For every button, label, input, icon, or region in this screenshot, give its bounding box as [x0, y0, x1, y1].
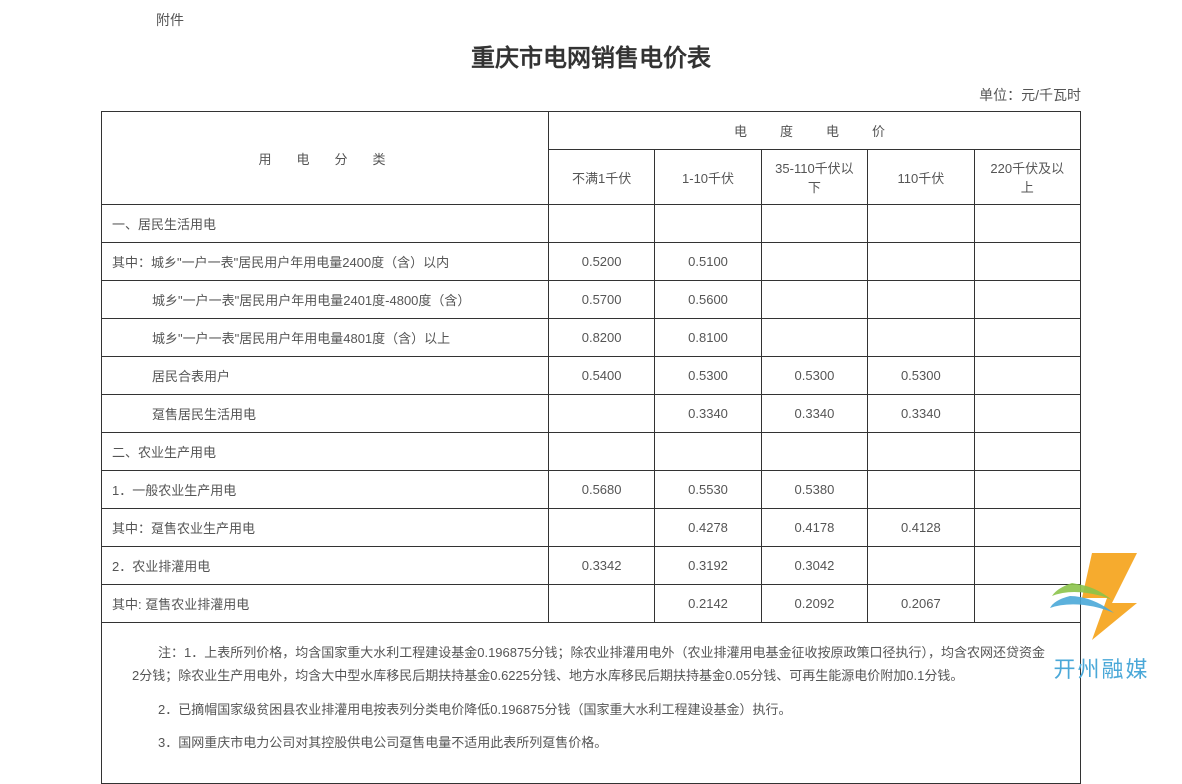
- row-value: 0.3192: [655, 547, 761, 585]
- row-value: 0.4128: [868, 509, 974, 547]
- row-value: [868, 471, 974, 509]
- row-label: 趸售居民生活用电: [102, 395, 549, 433]
- row-label: 一、居民生活用电: [102, 205, 549, 243]
- row-value: 0.4178: [761, 509, 867, 547]
- row-value: 0.2092: [761, 585, 867, 623]
- row-value: 0.5300: [868, 357, 974, 395]
- note-3: 3．国网重庆市电力公司对其控股供电公司趸售电量不适用此表所列趸售价格。: [132, 731, 1050, 754]
- row-value: 0.2142: [655, 585, 761, 623]
- table-row: 一、居民生活用电: [102, 205, 1081, 243]
- table-row: 其中：城乡"一户一表"居民用户年用电量2400度（含）以内0.52000.510…: [102, 243, 1081, 281]
- row-value: [761, 243, 867, 281]
- note-2: 2．已摘帽国家级贫困县农业排灌用电按表列分类电价降低0.196875分钱（国家重…: [132, 698, 1050, 721]
- row-value: [974, 471, 1080, 509]
- row-label: 居民合表用户: [102, 357, 549, 395]
- watermark-text: 开州融媒: [1029, 652, 1174, 684]
- row-label: 其中：趸售农业生产用电: [102, 509, 549, 547]
- row-value: 0.4278: [655, 509, 761, 547]
- table-row: 1．一般农业生产用电0.56800.55300.5380: [102, 471, 1081, 509]
- table-row: 城乡"一户一表"居民用户年用电量4801度（含）以上0.82000.8100: [102, 319, 1081, 357]
- header-col-2: 35-110千伏以下: [761, 150, 867, 205]
- row-value: [868, 547, 974, 585]
- table-row: 其中: 趸售农业排灌用电 0.21420.20920.2067: [102, 585, 1081, 623]
- header-price-group: 电 度 电 价: [548, 112, 1080, 150]
- row-value: [974, 205, 1080, 243]
- row-value: [655, 205, 761, 243]
- row-value: [868, 205, 974, 243]
- row-value: [974, 357, 1080, 395]
- row-label: 2．农业排灌用电: [102, 547, 549, 585]
- row-value: 0.5700: [548, 281, 654, 319]
- row-value: 0.8200: [548, 319, 654, 357]
- row-value: [868, 281, 974, 319]
- price-table: 用 电 分 类 电 度 电 价 不满1千伏 1-10千伏 35-110千伏以下 …: [101, 111, 1081, 784]
- row-value: 0.5200: [548, 243, 654, 281]
- table-row: 城乡"一户一表"居民用户年用电量2401度-4800度（含）0.57000.56…: [102, 281, 1081, 319]
- table-row: 其中：趸售农业生产用电 0.42780.41780.4128: [102, 509, 1081, 547]
- notes-block: 注：1．上表所列价格，均含国家重大水利工程建设基金0.196875分钱；除农业排…: [112, 631, 1070, 775]
- row-value: [761, 319, 867, 357]
- table-row: 2．农业排灌用电0.33420.31920.3042: [102, 547, 1081, 585]
- row-value: 0.5400: [548, 357, 654, 395]
- header-category: 用 电 分 类: [102, 112, 549, 205]
- header-col-0: 不满1千伏: [548, 150, 654, 205]
- note-1: 注：1．上表所列价格，均含国家重大水利工程建设基金0.196875分钱；除农业排…: [132, 641, 1050, 688]
- row-label: 城乡"一户一表"居民用户年用电量4801度（含）以上: [102, 319, 549, 357]
- unit-label: 单位：元/千瓦时: [101, 85, 1081, 105]
- row-label: 其中: 趸售农业排灌用电: [102, 585, 549, 623]
- row-value: 0.3340: [761, 395, 867, 433]
- row-value: [974, 433, 1080, 471]
- row-value: [761, 433, 867, 471]
- row-value: 0.5680: [548, 471, 654, 509]
- attachment-label: 附件: [156, 10, 1081, 30]
- watermark: 开州融媒: [1029, 548, 1174, 684]
- row-value: [868, 433, 974, 471]
- row-value: 0.5380: [761, 471, 867, 509]
- table-notes-cell: 注：1．上表所列价格，均含国家重大水利工程建设基金0.196875分钱；除农业排…: [102, 623, 1081, 784]
- row-value: 0.2067: [868, 585, 974, 623]
- watermark-logo-icon: [1042, 548, 1162, 643]
- row-value: [655, 433, 761, 471]
- page-title: 重庆市电网销售电价表: [101, 38, 1081, 73]
- row-value: 0.3342: [548, 547, 654, 585]
- row-label: 1．一般农业生产用电: [102, 471, 549, 509]
- row-label: 其中：城乡"一户一表"居民用户年用电量2400度（含）以内: [102, 243, 549, 281]
- row-label: 城乡"一户一表"居民用户年用电量2401度-4800度（含）: [102, 281, 549, 319]
- header-col-4: 220千伏及以上: [974, 150, 1080, 205]
- row-value: 0.5100: [655, 243, 761, 281]
- row-value: [548, 205, 654, 243]
- row-value: 0.5530: [655, 471, 761, 509]
- row-value: [868, 243, 974, 281]
- row-value: [548, 395, 654, 433]
- row-value: 0.3340: [655, 395, 761, 433]
- row-value: [761, 281, 867, 319]
- row-value: [974, 395, 1080, 433]
- row-value: 0.5600: [655, 281, 761, 319]
- row-value: 0.8100: [655, 319, 761, 357]
- row-value: 0.5300: [655, 357, 761, 395]
- table-row: 居民合表用户0.54000.53000.53000.5300: [102, 357, 1081, 395]
- row-value: 0.5300: [761, 357, 867, 395]
- row-value: [761, 205, 867, 243]
- row-value: [548, 433, 654, 471]
- header-col-1: 1-10千伏: [655, 150, 761, 205]
- row-value: [974, 319, 1080, 357]
- row-value: 0.3340: [868, 395, 974, 433]
- table-row: 二、农业生产用电: [102, 433, 1081, 471]
- header-col-3: 110千伏: [868, 150, 974, 205]
- row-value: [548, 585, 654, 623]
- row-value: [974, 281, 1080, 319]
- row-value: [868, 319, 974, 357]
- row-value: [548, 509, 654, 547]
- row-value: [974, 509, 1080, 547]
- row-value: 0.3042: [761, 547, 867, 585]
- row-value: [974, 243, 1080, 281]
- table-row: 趸售居民生活用电0.33400.33400.3340: [102, 395, 1081, 433]
- row-label: 二、农业生产用电: [102, 433, 549, 471]
